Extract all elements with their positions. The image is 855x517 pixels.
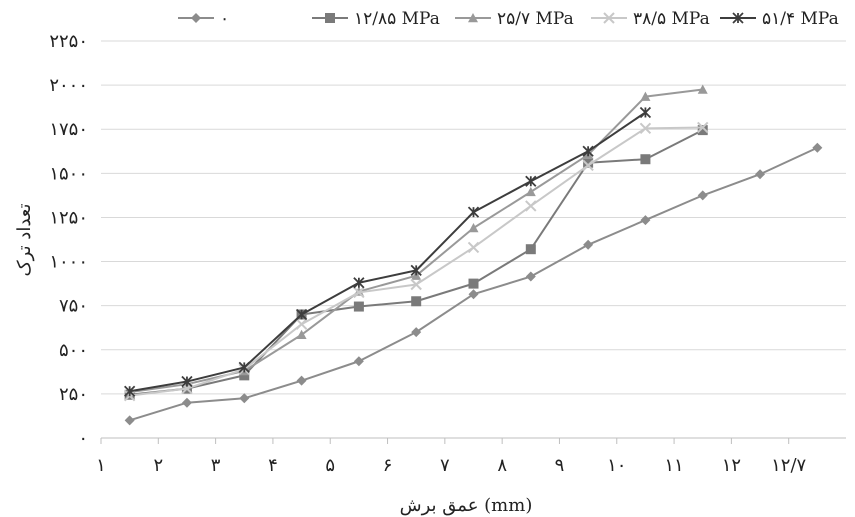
y-tick-label: ۱۰۰۰ xyxy=(49,252,88,273)
data-point xyxy=(525,271,536,282)
y-tick-label: ۲۵۰ xyxy=(59,384,88,405)
data-point xyxy=(640,154,651,165)
series-4 xyxy=(123,121,709,402)
x-tick-label: ۱۲/۷ xyxy=(771,455,806,476)
x-axis-title: عمق برش (mm) xyxy=(400,495,533,516)
series-line xyxy=(129,129,704,396)
data-point xyxy=(697,125,708,136)
y-tick-label: ۱۵۰۰ xyxy=(49,163,88,184)
legend-label: ۳۸/۵ MPa xyxy=(633,9,710,29)
gridlines xyxy=(101,40,846,439)
x-tick-label: ۱۱ xyxy=(664,455,683,476)
legend-marker xyxy=(468,13,478,23)
legend-label: ۵۱/۴ MPa xyxy=(762,9,839,29)
legend-marker xyxy=(603,12,615,24)
x-tick-label: ۹ xyxy=(555,455,565,476)
data-point xyxy=(124,415,135,426)
data-point xyxy=(181,397,192,408)
legend-marker xyxy=(191,13,201,23)
y-tick-label: ۵۰۰ xyxy=(59,340,88,361)
x-tick-label: ۵ xyxy=(325,455,335,476)
data-point xyxy=(525,200,537,212)
data-point xyxy=(525,175,537,187)
data-point xyxy=(467,241,480,254)
data-point xyxy=(467,206,480,218)
legend-item: ۵۱/۴ MPa xyxy=(720,9,839,29)
data-point xyxy=(468,278,479,289)
legend-label: ۱۲/۸۵ MPa xyxy=(354,9,440,29)
data-point xyxy=(639,122,652,135)
data-point xyxy=(411,327,422,338)
data-point xyxy=(582,145,594,157)
y-tick-label: ۱۲۵۰ xyxy=(49,207,88,228)
data-point xyxy=(468,289,479,300)
x-tick-label: ۸ xyxy=(497,455,507,476)
series-line xyxy=(129,111,646,393)
data-point xyxy=(296,329,307,340)
data-point xyxy=(468,223,479,233)
data-point xyxy=(238,361,250,374)
series-line xyxy=(129,88,703,394)
x-tick-label: ۱ xyxy=(96,455,106,476)
data-point xyxy=(410,264,422,277)
legend-item: ۰ xyxy=(178,9,229,29)
data-point xyxy=(295,308,308,321)
x-tick-label: ۴ xyxy=(268,455,278,476)
y-axis-title: تعداد ترک xyxy=(14,204,35,277)
data-point xyxy=(353,286,365,299)
series-group xyxy=(123,84,823,426)
data-point xyxy=(239,370,250,381)
x-tick-label: ۶ xyxy=(383,455,393,476)
data-point xyxy=(697,190,708,201)
data-point xyxy=(640,91,651,101)
data-point xyxy=(181,375,193,388)
y-tick-label: ۲۰۰۰ xyxy=(49,75,88,96)
x-tick-label: ۷ xyxy=(440,455,450,476)
x-tick-label: ۱۲ xyxy=(722,455,741,476)
legend-marker xyxy=(325,13,335,23)
data-point xyxy=(697,84,708,94)
data-point xyxy=(697,121,709,134)
legend-label: ۲۵/۷ MPa xyxy=(497,9,574,29)
x-tick-label: ۲ xyxy=(153,455,163,476)
data-point xyxy=(295,318,308,330)
data-point xyxy=(639,106,652,119)
data-point xyxy=(353,301,364,312)
data-point xyxy=(755,169,766,180)
data-point xyxy=(411,296,422,307)
y-tick-label: ۲۲۵۰ xyxy=(49,31,88,52)
data-point xyxy=(239,393,250,404)
y-tick-label: ۰ xyxy=(78,428,88,449)
data-point xyxy=(525,186,536,197)
legend-marker xyxy=(732,12,744,24)
legend: ۰ ۱۲/۸۵ MPa ۲۵/۷ MPa ۳۸/۵ MPa ۵۱/۴ MPa xyxy=(178,9,839,29)
legend-item: ۳۸/۵ MPa xyxy=(591,9,710,29)
data-point xyxy=(583,239,594,250)
data-point xyxy=(296,375,307,386)
y-tick-label: ۱۷۵۰ xyxy=(49,119,88,140)
data-point xyxy=(640,215,651,226)
data-point xyxy=(124,385,136,397)
data-point xyxy=(353,356,364,367)
legend-label: ۰ xyxy=(220,9,229,29)
x-tick-label: ۱۰ xyxy=(607,455,626,476)
data-point xyxy=(410,278,422,291)
data-point xyxy=(582,159,594,172)
legend-item: ۱۲/۸۵ MPa xyxy=(312,9,440,29)
data-point xyxy=(353,277,365,289)
series-2 xyxy=(124,125,708,400)
data-point xyxy=(525,244,536,255)
series-5 xyxy=(124,106,652,397)
data-point xyxy=(812,142,823,153)
legend-item: ۲۵/۷ MPa xyxy=(455,9,574,29)
data-point xyxy=(583,157,594,168)
y-tick-label: ۷۵۰ xyxy=(59,296,88,317)
series-1 xyxy=(124,142,823,426)
x-tick-label: ۳ xyxy=(211,455,221,476)
